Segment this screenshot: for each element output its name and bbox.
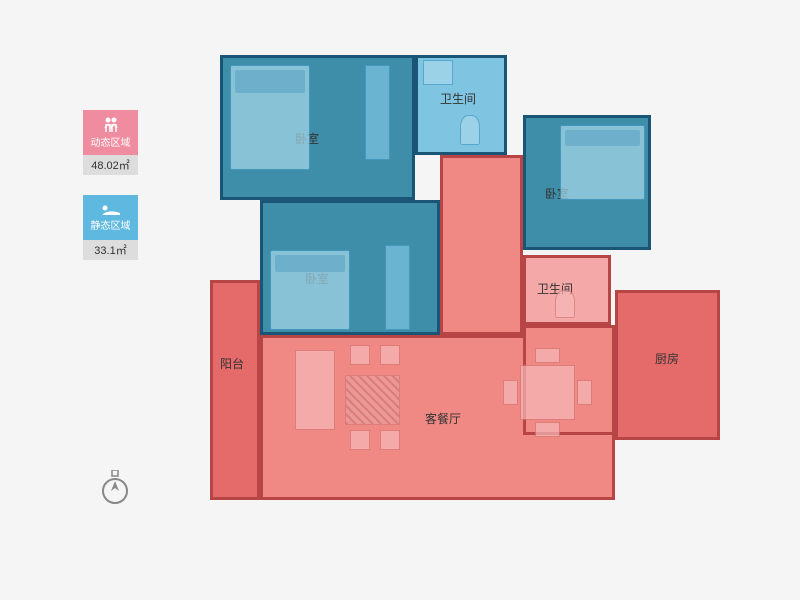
legend-static-icon: 静态区域 <box>83 195 138 240</box>
furniture-sink-6 <box>423 60 453 85</box>
room-hall1 <box>440 155 523 335</box>
furniture-dchair-18 <box>577 380 592 405</box>
legend-dynamic: 动态区域 48.02㎡ <box>83 110 138 175</box>
floor-plan: 卧室卫生间卧室卧室卫生间厨房阳台客餐厅 <box>165 30 735 540</box>
legend-dynamic-label: 动态区域 <box>91 134 131 149</box>
room-balcony <box>210 280 260 500</box>
furniture-sofa-8 <box>295 350 335 430</box>
compass-icon <box>100 470 130 500</box>
room-label-bathroom1: 卫生间 <box>440 90 476 107</box>
furniture-chair-12 <box>350 430 370 450</box>
legend-static-label: 静态区域 <box>91 217 131 232</box>
legend-dynamic-value: 48.02㎡ <box>83 155 138 175</box>
furniture-table-14 <box>520 365 575 420</box>
furniture-chair-11 <box>380 345 400 365</box>
room-label-living: 客餐厅 <box>425 410 461 427</box>
furniture-wardrobe-4 <box>385 245 410 330</box>
legend-dynamic-icon: 动态区域 <box>83 110 138 155</box>
legend-static: 静态区域 33.1㎡ <box>83 195 138 260</box>
furniture-dchair-16 <box>535 422 560 437</box>
furniture-bed-0 <box>230 65 310 170</box>
furniture-dchair-15 <box>535 348 560 363</box>
furniture-wardrobe-1 <box>365 65 390 160</box>
furniture-toilet-5 <box>460 115 480 145</box>
furniture-rug-9 <box>345 375 400 425</box>
furniture-dchair-17 <box>503 380 518 405</box>
furniture-bed-3 <box>270 250 350 330</box>
furniture-chair-13 <box>380 430 400 450</box>
room-label-balcony: 阳台 <box>220 355 244 372</box>
legend-static-value: 33.1㎡ <box>83 240 138 260</box>
furniture-chair-10 <box>350 345 370 365</box>
furniture-toilet-7 <box>555 290 575 318</box>
furniture-bed-2 <box>560 125 645 200</box>
room-label-kitchen: 厨房 <box>655 350 679 367</box>
